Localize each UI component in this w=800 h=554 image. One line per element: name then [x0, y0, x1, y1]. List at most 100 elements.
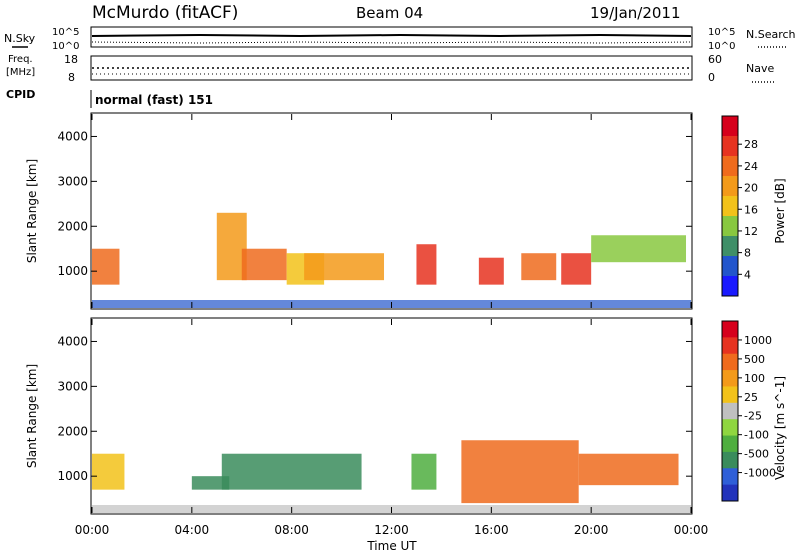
power-y-tick-label: 3000 — [57, 174, 88, 188]
beam-title: Beam 04 — [356, 4, 423, 22]
power-colorbar-tick-label: 12 — [744, 225, 758, 238]
velocity-y-ticks: 1000 2000 3000 4000 — [57, 334, 692, 483]
velocity-echo-patch — [411, 453, 437, 490]
velocity-colorbar-tick-label: -25 — [744, 410, 762, 423]
power-colorbar-cell — [722, 156, 738, 177]
freq-unit-label: [MHz] — [6, 67, 35, 78]
nsky-tick-bottom: 10^0 — [52, 41, 79, 52]
power-echo-patch — [304, 253, 385, 281]
velocity-colorbar-cell — [722, 435, 738, 453]
velocity-y-axis-label: Slant Range [km] — [25, 364, 39, 468]
power-y-tick-label: 2000 — [57, 219, 88, 233]
velocity-colorbar-tick-label: 25 — [744, 391, 758, 404]
power-colorbar-cell — [722, 256, 738, 277]
power-echo-patch — [478, 257, 504, 285]
velocity-colorbar-cell — [722, 386, 738, 404]
velocity-echo-patch — [191, 476, 230, 490]
power-colorbar-label: Power [dB] — [773, 178, 787, 243]
time-x-ticks: 00:00 04:00 08:00 12:00 16:00 20:00 00:00 — [75, 114, 709, 537]
nsearch-tick-top: 10^5 — [708, 27, 735, 38]
velocity-colorbar-cell — [722, 402, 738, 420]
nsky-panel — [90, 26, 693, 48]
x-axis-label: Time UT — [366, 539, 417, 553]
station-title: McMurdo (fitACF) — [92, 3, 238, 23]
velocity-colorbar-cell — [722, 451, 738, 469]
velocity-colorbar-tick-label: -1000 — [744, 467, 776, 480]
power-colorbar: 4 8 12 16 20 24 28 — [721, 115, 758, 297]
velocity-colorbar-cell — [722, 370, 738, 387]
nave-tick-top: 60 — [708, 53, 722, 66]
power-echo-patch — [241, 248, 287, 281]
velocity-echo-patch — [578, 453, 679, 486]
velocity-echo-patch — [461, 440, 579, 504]
velocity-colorbar-tick-label: -500 — [744, 448, 769, 461]
power-colorbar-cell — [722, 176, 738, 197]
power-colorbar-cell — [722, 216, 738, 237]
power-echo-patch — [416, 244, 437, 285]
power-y-ticks: 1000 2000 3000 4000 — [57, 129, 692, 278]
cpid-value: normal (fast) 151 — [95, 93, 213, 107]
freq-tick-bottom: 8 — [68, 71, 75, 84]
x-tick-label: 00:00 — [674, 523, 709, 537]
velocity-colorbar-cell — [722, 321, 738, 338]
x-tick-label: 20:00 — [574, 523, 609, 537]
date-title: 19/Jan/2011 — [590, 4, 681, 22]
x-tick-label: 04:00 — [175, 523, 210, 537]
power-colorbar-tick-label: 28 — [744, 138, 758, 151]
x-tick-label: 08:00 — [274, 523, 309, 537]
power-echoes — [92, 212, 691, 308]
velocity-colorbar-tick-label: 1000 — [744, 334, 772, 347]
x-tick-label: 12:00 — [374, 523, 409, 537]
power-colorbar-frame — [721, 115, 739, 297]
power-plot-frame — [90, 112, 693, 310]
power-colorbar-cell — [722, 236, 738, 257]
velocity-plot-frame — [90, 317, 693, 515]
nsky-tick-top: 10^5 — [52, 27, 79, 38]
freq-tick-top: 18 — [64, 53, 78, 66]
velocity-colorbar-tick-label: -100 — [744, 429, 769, 442]
velocity-y-tick-label: 3000 — [57, 379, 88, 393]
power-colorbar-cell — [722, 116, 738, 137]
velocity-colorbar-tick-label: 100 — [744, 372, 765, 385]
velocity-colorbar-cell — [722, 353, 738, 371]
nave-label: Nave — [746, 62, 774, 75]
velocity-echo-patch — [92, 453, 125, 490]
velocity-colorbar-cell — [722, 468, 738, 486]
velocity-y-tick-label: 2000 — [57, 424, 88, 438]
power-panel: 1000 2000 3000 4000 Slant Range [km] 4 8 12 16… — [25, 112, 787, 310]
x-tick-label: 00:00 — [75, 523, 110, 537]
power-colorbar-tick-label: 8 — [744, 247, 751, 260]
nsky-trace — [91, 33, 692, 38]
velocity-colorbar-frame — [721, 320, 739, 502]
power-colorbar-tick-label: 16 — [744, 203, 758, 216]
nave-tick-bottom: 0 — [708, 71, 715, 84]
velocity-echo-patch — [221, 453, 362, 490]
velocity-panel: 1000 2000 3000 4000 Slant Range [km] 1000 50… — [25, 114, 787, 553]
power-y-axis-label: Slant Range [km] — [25, 159, 39, 263]
power-y-tick-label: 1000 — [57, 264, 88, 278]
power-echo-patch — [561, 253, 592, 285]
nsearch-tick-bottom: 10^0 — [708, 41, 735, 52]
power-colorbar-tick-label: 20 — [744, 182, 758, 195]
x-tick-label: 16:00 — [474, 523, 509, 537]
power-echo-patch — [92, 248, 120, 285]
freq-panel — [90, 55, 693, 81]
velocity-colorbar-label: Velocity [m s^-1] — [773, 376, 787, 480]
velocity-colorbar-cell — [722, 337, 738, 355]
power-colorbar-tick-label: 4 — [744, 268, 751, 281]
velocity-y-tick-label: 4000 — [57, 334, 88, 348]
velocity-colorbar-tick-label: 500 — [744, 353, 765, 366]
velocity-colorbar-cell — [722, 419, 738, 437]
velocity-colorbar-cell — [722, 484, 738, 502]
power-y-tick-label: 4000 — [57, 129, 88, 143]
freq-label: Freq. — [8, 54, 33, 65]
nsearch-label: N.Search — [746, 28, 796, 41]
power-colorbar-cell — [722, 196, 738, 217]
velocity-echoes — [92, 440, 691, 513]
power-colorbar-cell — [722, 136, 738, 157]
velocity-colorbar: 1000 500 100 25 -25 -100 -500 -1000 — [721, 320, 776, 502]
nsearch-trace — [91, 41, 692, 44]
nsky-label: N.Sky — [4, 32, 36, 45]
power-colorbar-tick-label: 24 — [744, 160, 758, 173]
